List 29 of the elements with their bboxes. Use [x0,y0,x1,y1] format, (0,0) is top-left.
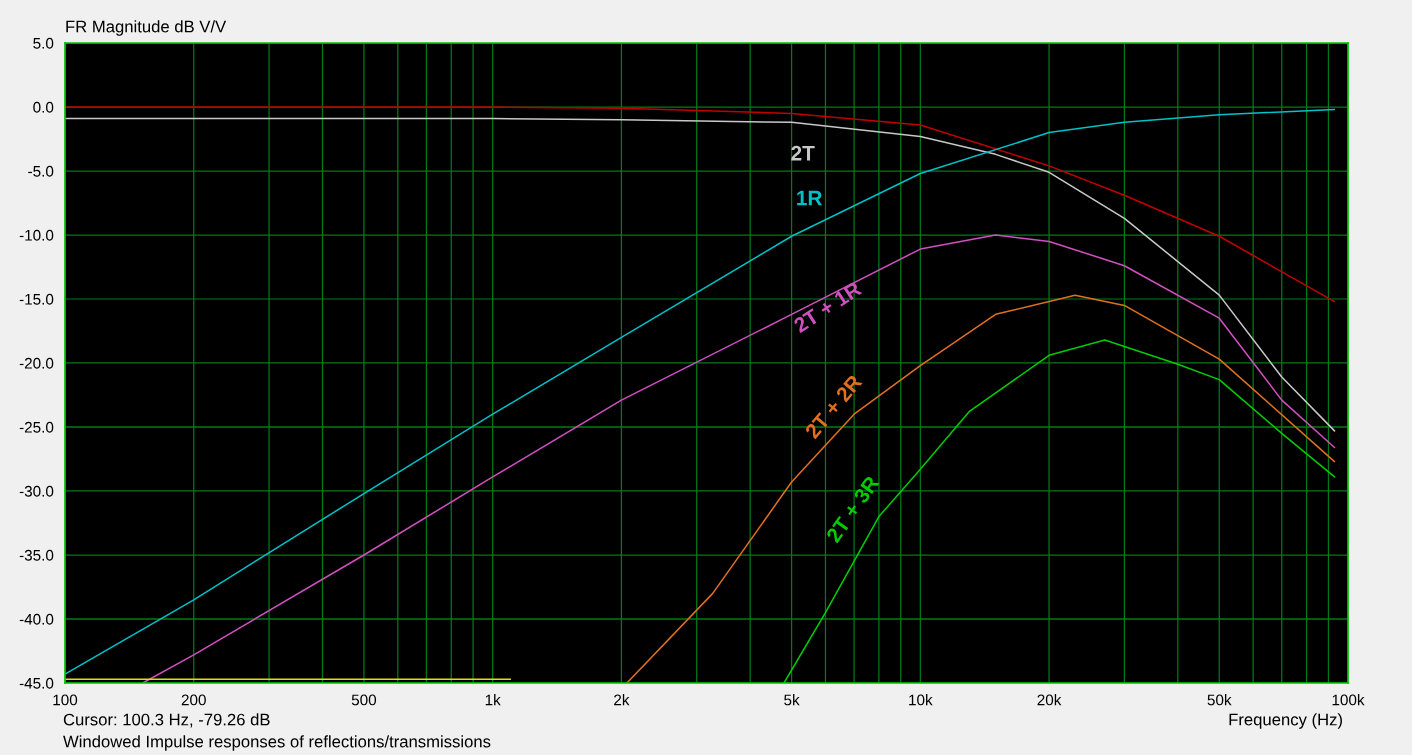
y-tick-label: -45.0 [19,677,54,689]
y-tick-label: 5.0 [33,37,54,49]
text: 2T + 2R [804,373,863,440]
text: Windowed Impulse responses of reflections/transmissions [63,735,491,751]
text: 2T + 3R [825,474,880,544]
x-tick-label: 1k [485,694,501,706]
y-tick-label: -40.0 [19,613,54,625]
y-axis-title: FR Magnitude dB V/V [66,20,227,36]
y-tick-label: -20.0 [19,357,54,369]
text: Cursor: 100.3 Hz, -79.26 dB [63,713,270,728]
x-axis-title: Frequency (Hz) [1229,713,1342,729]
x-tick-label: 200 [181,694,206,706]
y-tick-label: -35.0 [19,549,54,561]
series-label: 1R [797,190,823,206]
x-tick-label: 10k [909,694,933,706]
text: 2T + 1R [792,280,863,334]
y-tick-label: -5.0 [28,165,54,177]
y-tick-label: -30.0 [19,485,54,497]
x-tick-label: 50k [1207,694,1232,706]
x-tick-label: 100k [1332,694,1365,706]
x-tick-label: 2k [614,694,630,706]
y-tick-label: -10.0 [19,229,54,241]
y-tick-label: 0.0 [33,101,54,113]
y-tick-label: -15.0 [19,293,54,305]
x-tick-label: 500 [351,694,377,706]
y-tick-label: -25.0 [19,421,54,433]
x-tick-label: 5k [784,694,800,706]
x-tick-label: 100 [53,694,78,706]
x-tick-label: 20k [1037,694,1062,706]
